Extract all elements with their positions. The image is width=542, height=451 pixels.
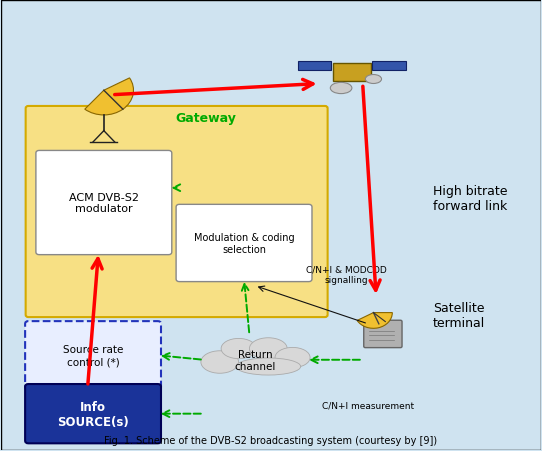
Text: Gateway: Gateway bbox=[176, 111, 237, 124]
Text: ACM DVB-S2
modulator: ACM DVB-S2 modulator bbox=[69, 192, 139, 214]
FancyBboxPatch shape bbox=[25, 384, 161, 443]
Ellipse shape bbox=[249, 338, 287, 359]
FancyBboxPatch shape bbox=[36, 151, 172, 255]
Ellipse shape bbox=[236, 358, 301, 375]
Ellipse shape bbox=[365, 75, 382, 84]
FancyBboxPatch shape bbox=[25, 322, 161, 390]
Text: C/N+I & MODCOD
signalling: C/N+I & MODCOD signalling bbox=[306, 265, 387, 285]
Ellipse shape bbox=[201, 351, 238, 373]
Text: Source rate
control (*): Source rate control (*) bbox=[63, 345, 123, 366]
Ellipse shape bbox=[330, 83, 352, 94]
FancyBboxPatch shape bbox=[364, 321, 402, 348]
Ellipse shape bbox=[275, 348, 310, 368]
Polygon shape bbox=[372, 62, 406, 71]
Text: Satellite
terminal: Satellite terminal bbox=[433, 301, 485, 329]
FancyBboxPatch shape bbox=[25, 107, 327, 318]
Wedge shape bbox=[85, 79, 133, 116]
Text: Fig. 1. Scheme of the DVB-S2 broadcasting system (courtesy by [9]): Fig. 1. Scheme of the DVB-S2 broadcastin… bbox=[105, 435, 437, 445]
Ellipse shape bbox=[221, 339, 256, 359]
Text: High bitrate
forward link: High bitrate forward link bbox=[433, 184, 507, 212]
Text: C/N+I measurement: C/N+I measurement bbox=[322, 400, 414, 409]
Text: Return
channel: Return channel bbox=[234, 349, 275, 371]
Text: Info
SOURCE(s): Info SOURCE(s) bbox=[57, 400, 129, 428]
Polygon shape bbox=[333, 64, 371, 82]
Polygon shape bbox=[298, 62, 331, 71]
Wedge shape bbox=[357, 313, 392, 329]
Text: Modulation & coding
selection: Modulation & coding selection bbox=[193, 233, 294, 254]
FancyBboxPatch shape bbox=[176, 205, 312, 282]
